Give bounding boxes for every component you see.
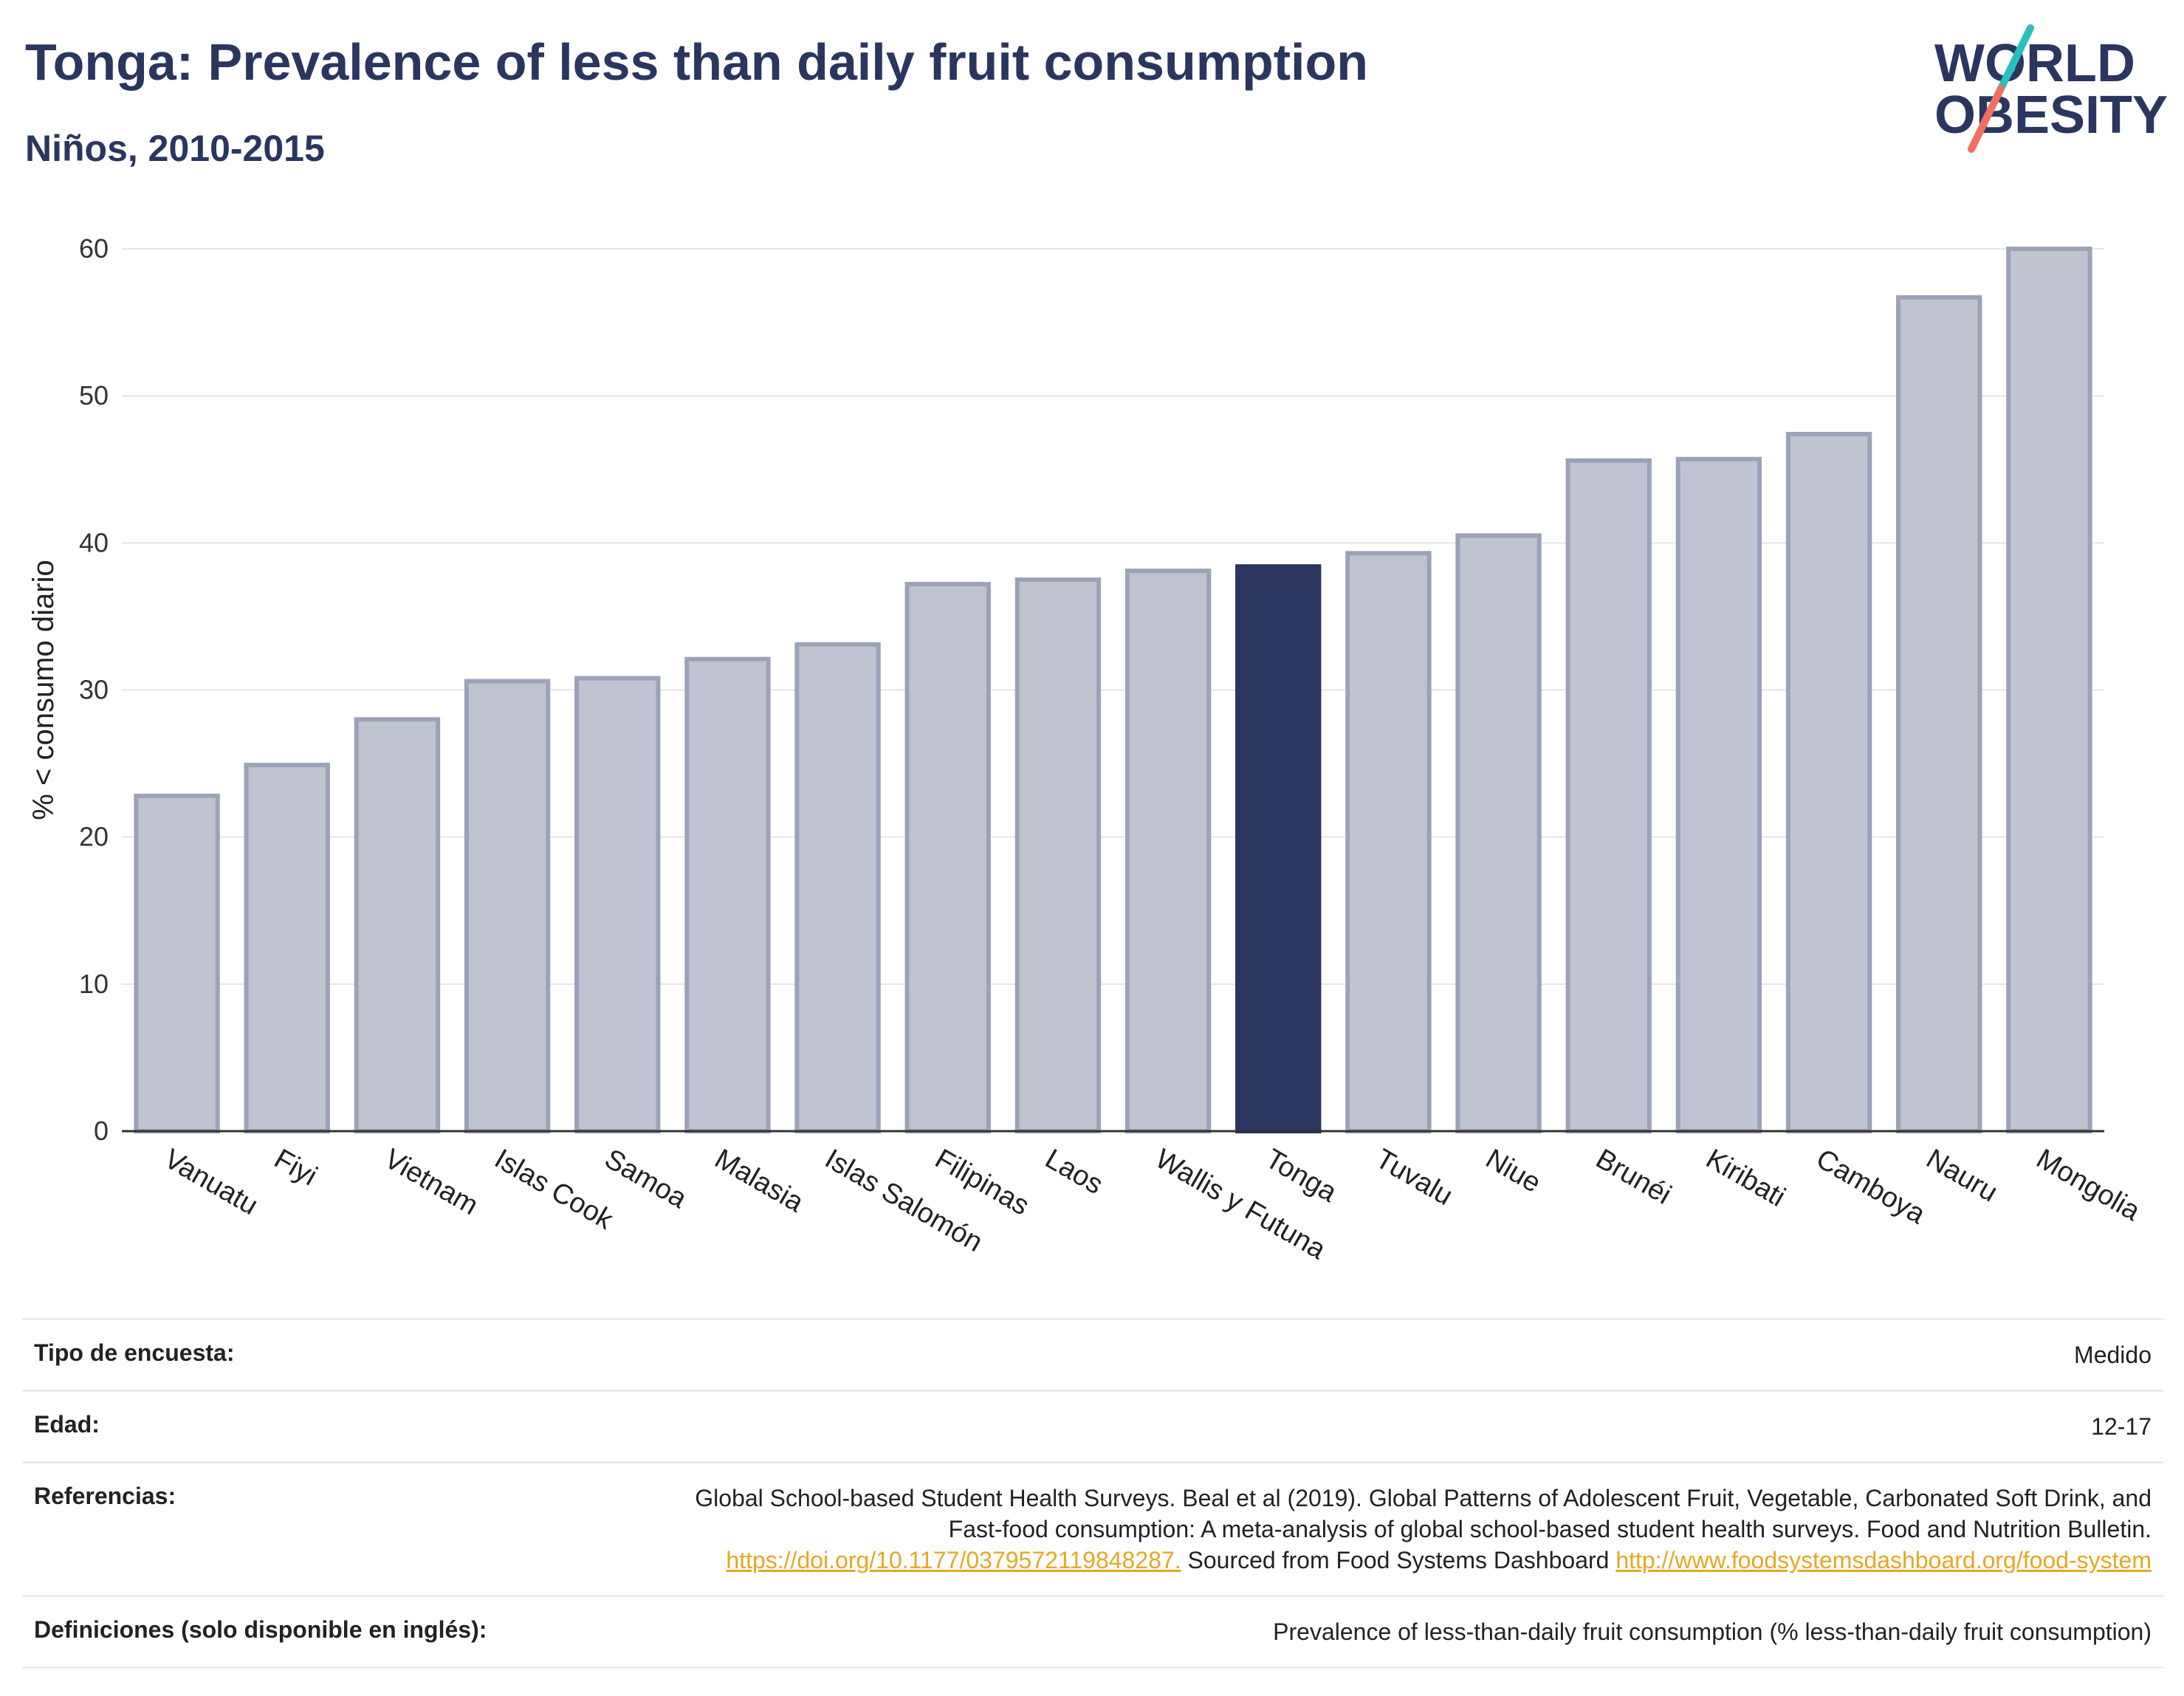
bar-niue: [1455, 533, 1542, 1133]
reference-source-text: Sourced from Food Systems Dashboard: [1187, 1547, 1610, 1573]
x-tick-label: Camboya: [1811, 1143, 1931, 1230]
y-tick-label: 50: [79, 380, 109, 411]
chart-subtitle: Niños, 2010-2015: [25, 128, 325, 169]
x-tick-label: Vanuatu: [159, 1143, 263, 1221]
meta-row-age: Edad: 12-17: [22, 1390, 2163, 1463]
logo-line-world: WORLD: [1934, 34, 2135, 93]
bar-malasia: [684, 656, 771, 1133]
doi-link[interactable]: https://doi.org/10.1177/0379572119848287…: [726, 1547, 1181, 1573]
meta-row-references: Referencias: Global School-based Student…: [22, 1461, 2163, 1597]
x-tick-label: Malasia: [710, 1143, 809, 1218]
x-tick-label: Tonga: [1260, 1143, 1342, 1209]
bar-kiribati: [1675, 456, 1762, 1133]
y-tick-label: 30: [79, 675, 109, 705]
bar-tonga: [1235, 564, 1322, 1133]
x-tick-label: Fiyi: [269, 1143, 322, 1192]
meta-value: Prevalence of less-than-daily fruit cons…: [651, 1595, 2163, 1669]
bar-tuvalu: [1345, 551, 1432, 1133]
x-tick-label: Kiribati: [1700, 1143, 1790, 1212]
bar-islas-cook: [464, 679, 551, 1133]
x-tick-label: Samoa: [600, 1143, 693, 1215]
logo-slash-coral: [1968, 85, 2005, 153]
bar-fiyi: [244, 763, 330, 1133]
grid-lines: [122, 248, 2104, 985]
food-systems-link[interactable]: http://www.foodsystemsdashboard.org/food…: [1615, 1547, 2152, 1573]
bar-samoa: [574, 676, 661, 1133]
reference-text: Global School-based Student Health Surve…: [695, 1485, 2152, 1542]
bar-brunéi: [1565, 458, 1652, 1133]
y-tick-label: 20: [79, 822, 109, 852]
y-axis-label: % < consumo diario: [27, 560, 60, 820]
logo-slash-teal: [1997, 24, 2034, 92]
meta-key: Tipo de encuesta:: [22, 1318, 651, 1392]
x-tick-label: Nauru: [1921, 1143, 2003, 1208]
bar-filipinas: [904, 582, 991, 1133]
bar-vanuatu: [134, 793, 220, 1134]
meta-key: Referencias:: [22, 1461, 651, 1597]
chart-title: Tonga: Prevalence of less than daily fru…: [25, 33, 1369, 91]
logo-line-obesity: OBESITY: [1934, 86, 2168, 145]
meta-key: Definiciones (solo disponible en inglés)…: [22, 1595, 651, 1669]
meta-value: Medido: [651, 1318, 2163, 1392]
y-tick-label: 10: [79, 969, 109, 999]
metadata-table: Tipo de encuesta: Medido Edad: 12-17 Ref…: [22, 1318, 2163, 1669]
meta-key: Edad:: [22, 1390, 651, 1463]
x-tick-label: Islas Cook: [490, 1143, 619, 1236]
x-tick-label: Niue: [1480, 1143, 1546, 1198]
meta-value: 12-17: [651, 1390, 2163, 1463]
bar-islas-salomón: [794, 642, 881, 1133]
y-axis-ticks: 0 10 20 30 40 50 60: [79, 233, 109, 1146]
y-tick-label: 40: [79, 527, 109, 557]
bars: [134, 247, 2092, 1134]
y-tick-label: 0: [94, 1116, 109, 1146]
x-tick-label: Brunéi: [1590, 1143, 1676, 1210]
bar-chart: 0 10 20 30 40 50 60 Vanuatu Fiyi Vietnam Islas Co…: [27, 233, 2146, 1266]
y-tick-label: 60: [79, 233, 109, 264]
bar-mongolia: [2006, 247, 2092, 1133]
bar-camboya: [1785, 431, 1872, 1133]
bar-vietnam: [354, 717, 441, 1133]
x-tick-label: Vietnam: [379, 1143, 483, 1221]
x-tick-label: Laos: [1040, 1143, 1108, 1201]
bar-nauru: [1896, 295, 1982, 1134]
meta-row-definitions: Definiciones (solo disponible en inglés)…: [22, 1595, 2163, 1669]
bar-laos: [1014, 577, 1102, 1133]
meta-value: Global School-based Student Health Surve…: [651, 1461, 2163, 1597]
meta-row-survey-type: Tipo de encuesta: Medido: [22, 1318, 2163, 1392]
x-tick-label: Mongolia: [2031, 1143, 2146, 1227]
bar-wallis-y-futuna: [1124, 569, 1212, 1133]
x-tick-label: Tuvalu: [1370, 1143, 1458, 1212]
world-obesity-logo: WORLD OBESITY: [1934, 24, 2168, 153]
